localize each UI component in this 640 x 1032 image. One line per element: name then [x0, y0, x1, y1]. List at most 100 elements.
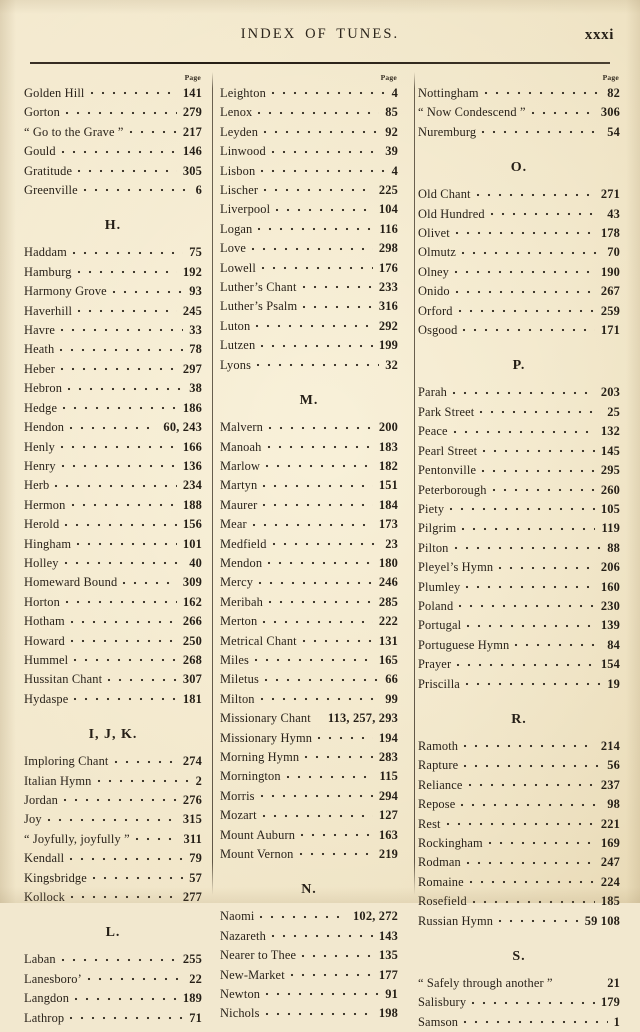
- index-entry[interactable]: Romaine 224: [418, 873, 620, 892]
- index-entry[interactable]: Olmutz 70: [418, 243, 620, 262]
- index-entry[interactable]: Merton 222: [220, 612, 398, 631]
- index-entry[interactable]: Pleyel’s Hymn 206: [418, 558, 620, 577]
- index-entry[interactable]: Howard 250: [24, 632, 202, 651]
- index-entry[interactable]: Miles 165: [220, 651, 398, 670]
- index-entry[interactable]: “ Safely through another ” 21: [418, 974, 620, 993]
- index-entry[interactable]: Metrical Chant 131: [220, 632, 398, 651]
- index-entry[interactable]: Repose 98: [418, 795, 620, 814]
- index-entry[interactable]: Portuguese Hymn 84: [418, 636, 620, 655]
- index-entry[interactable]: Luther’s Chant 233: [220, 278, 398, 297]
- index-entry[interactable]: “ Go to the Grave ” 217: [24, 123, 202, 142]
- index-entry[interactable]: Miletus 66: [220, 670, 398, 689]
- index-entry[interactable]: Kingsbridge 57: [24, 869, 202, 888]
- index-entry[interactable]: Gould 146: [24, 142, 202, 161]
- index-entry[interactable]: Mount Vernon 219: [220, 845, 398, 864]
- index-entry[interactable]: Herold 156: [24, 515, 202, 534]
- index-entry[interactable]: Samson 1: [418, 1013, 620, 1032]
- index-entry[interactable]: Morning Hymn 283: [220, 748, 398, 767]
- index-entry[interactable]: Piety 105: [418, 500, 620, 519]
- index-entry[interactable]: Ramoth 214: [418, 737, 620, 756]
- index-entry[interactable]: Homeward Bound 309: [24, 573, 202, 592]
- index-entry[interactable]: Mercy 246: [220, 573, 398, 592]
- index-entry[interactable]: Poland 230: [418, 597, 620, 616]
- index-entry[interactable]: Portugal 139: [418, 616, 620, 635]
- index-entry[interactable]: Lenox 85: [220, 103, 398, 122]
- index-entry[interactable]: Peace 132: [418, 422, 620, 441]
- index-entry[interactable]: Manoah 183: [220, 438, 398, 457]
- index-entry[interactable]: Rapture 56: [418, 756, 620, 775]
- index-entry[interactable]: Greenville 6: [24, 181, 202, 200]
- index-entry[interactable]: Heath 78: [24, 340, 202, 359]
- index-entry[interactable]: Mendon 180: [220, 554, 398, 573]
- index-entry[interactable]: Missionary Chant 113, 257, 293: [220, 709, 398, 728]
- index-entry[interactable]: Haverhill 245: [24, 302, 202, 321]
- index-entry[interactable]: Rodman 247: [418, 853, 620, 872]
- index-entry[interactable]: Reliance 237: [418, 776, 620, 795]
- index-entry[interactable]: Hydaspe 181: [24, 690, 202, 709]
- index-entry[interactable]: Peterborough 260: [418, 481, 620, 500]
- index-entry[interactable]: Nearer to Thee 135: [220, 946, 398, 965]
- index-entry[interactable]: Nazareth 143: [220, 927, 398, 946]
- index-entry[interactable]: Plumley 160: [418, 578, 620, 597]
- index-entry[interactable]: Hermon 188: [24, 496, 202, 515]
- index-entry[interactable]: Old Hundred 43: [418, 205, 620, 224]
- index-entry[interactable]: Golden Hill 141: [24, 84, 202, 103]
- index-entry[interactable]: Lowell 176: [220, 259, 398, 278]
- index-entry[interactable]: Meribah 285: [220, 593, 398, 612]
- index-entry[interactable]: Heber 297: [24, 360, 202, 379]
- index-entry[interactable]: Rosefield 185: [418, 892, 620, 911]
- index-entry[interactable]: Kollock 277: [24, 888, 202, 907]
- index-entry[interactable]: Luther’s Psalm 316: [220, 297, 398, 316]
- index-entry[interactable]: Parah 203: [418, 383, 620, 402]
- index-entry[interactable]: Salisbury 179: [418, 993, 620, 1012]
- index-entry[interactable]: Mozart 127: [220, 806, 398, 825]
- index-entry[interactable]: Hedge 186: [24, 399, 202, 418]
- index-entry[interactable]: “ Joyfully, joyfully ” 311: [24, 830, 202, 849]
- index-entry[interactable]: Milton 99: [220, 690, 398, 709]
- index-entry[interactable]: Langdon 189: [24, 989, 202, 1008]
- index-entry[interactable]: Martyn 151: [220, 476, 398, 495]
- index-entry[interactable]: Lanesboro’ 22: [24, 970, 202, 989]
- index-entry[interactable]: Love 298: [220, 239, 398, 258]
- index-entry[interactable]: Russian Hymn 59 108: [418, 912, 620, 931]
- index-entry[interactable]: Hendon 60, 243: [24, 418, 202, 437]
- index-entry[interactable]: Hotham 266: [24, 612, 202, 631]
- index-entry[interactable]: Gratitude 305: [24, 162, 202, 181]
- index-entry[interactable]: Missionary Hymn 194: [220, 729, 398, 748]
- index-entry[interactable]: Prayer 154: [418, 655, 620, 674]
- index-entry[interactable]: Medfield 23: [220, 535, 398, 554]
- index-entry[interactable]: Gorton 279: [24, 103, 202, 122]
- index-entry[interactable]: Naomi 102, 272: [220, 907, 398, 926]
- index-entry[interactable]: Pilgrim 119: [418, 519, 620, 538]
- index-entry[interactable]: “ Now Condescend ” 306: [418, 103, 620, 122]
- index-entry[interactable]: Havre 33: [24, 321, 202, 340]
- index-entry[interactable]: Rest 221: [418, 815, 620, 834]
- index-entry[interactable]: Hingham 101: [24, 535, 202, 554]
- index-entry[interactable]: Priscilla 19: [418, 675, 620, 694]
- index-entry[interactable]: Hebron 38: [24, 379, 202, 398]
- index-entry[interactable]: Osgood 171: [418, 321, 620, 340]
- index-entry[interactable]: Laban 255: [24, 950, 202, 969]
- index-entry[interactable]: Holley 40: [24, 554, 202, 573]
- index-entry[interactable]: Mount Auburn 163: [220, 826, 398, 845]
- index-entry[interactable]: Park Street 25: [418, 403, 620, 422]
- index-entry[interactable]: Morris 294: [220, 787, 398, 806]
- index-entry[interactable]: Imploring Chant 274: [24, 752, 202, 771]
- index-entry[interactable]: Lischer 225: [220, 181, 398, 200]
- index-entry[interactable]: Old Chant 271: [418, 185, 620, 204]
- index-entry[interactable]: Leyden 92: [220, 123, 398, 142]
- index-entry[interactable]: Logan 116: [220, 220, 398, 239]
- index-entry[interactable]: Herb 234: [24, 476, 202, 495]
- index-entry[interactable]: Linwood 39: [220, 142, 398, 161]
- index-entry[interactable]: Lutzen 199: [220, 336, 398, 355]
- index-entry[interactable]: Rockingham 169: [418, 834, 620, 853]
- index-entry[interactable]: Hamburg 192: [24, 263, 202, 282]
- index-entry[interactable]: Onido 267: [418, 282, 620, 301]
- index-entry[interactable]: Mear 173: [220, 515, 398, 534]
- index-entry[interactable]: Maurer 184: [220, 496, 398, 515]
- index-entry[interactable]: Henly 166: [24, 438, 202, 457]
- index-entry[interactable]: Liverpool 104: [220, 200, 398, 219]
- index-entry[interactable]: Horton 162: [24, 593, 202, 612]
- index-entry[interactable]: Newton 91: [220, 985, 398, 1004]
- index-entry[interactable]: Orford 259: [418, 302, 620, 321]
